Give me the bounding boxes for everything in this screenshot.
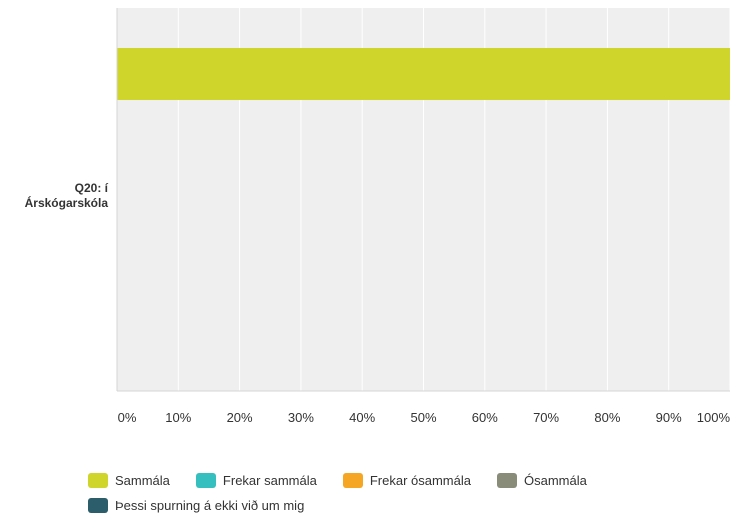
legend-item: Sammála [88,472,170,489]
legend-item: Þessi spurning á ekki við um mig [88,497,304,514]
bar-segment-0 [117,48,730,100]
x-tick-label: 80% [594,410,620,425]
bars [117,48,730,100]
legend-swatch [342,473,363,488]
legend-swatch [88,498,108,513]
legend-swatch [88,473,108,488]
legend-label: Þessi spurning á ekki við um mig [115,498,305,513]
x-tick-labels: 0% 10% 20% 30% 40% 50% 60% 70% 80% 90% 100% [118,410,731,425]
x-tick-label: 0% [118,410,137,425]
legend-swatch [496,473,517,488]
legend-label: Frekar ósammála [369,473,471,488]
x-tick-label: 90% [656,410,682,425]
x-tick-label: 70% [533,410,559,425]
legend-label: Sammála [115,473,170,488]
legend-item: Frekar ósammála [342,472,471,489]
x-tick-label: 50% [410,410,436,425]
category-label: Q20: í Árskógarskóla [25,181,109,210]
x-tick-label: 30% [288,410,314,425]
legend-swatch [195,473,216,488]
legend-label: Ósammála [523,473,587,488]
x-tick-label: 60% [472,410,498,425]
legend-label: Frekar sammála [222,473,317,488]
x-tick-label: 10% [165,410,191,425]
x-tick-label: 40% [349,410,375,425]
legend-item: Frekar sammála [195,472,317,489]
x-tick-label: 100% [697,410,731,425]
x-tick-label: 20% [227,410,253,425]
legend: Sammála Frekar sammála Frekar ósammála Ósam… [88,472,708,514]
legend-item: Ósammála [496,472,587,489]
